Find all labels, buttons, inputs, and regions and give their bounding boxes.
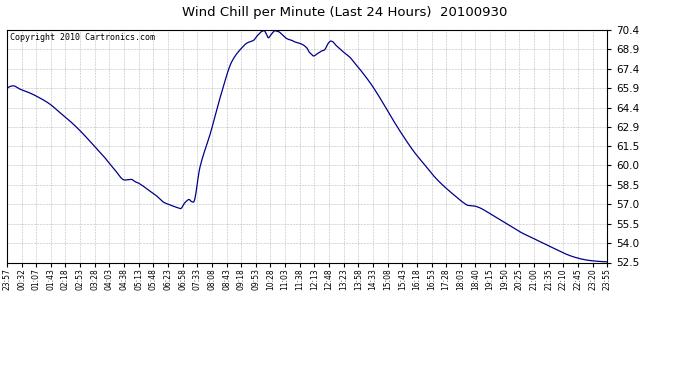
Text: Copyright 2010 Cartronics.com: Copyright 2010 Cartronics.com	[10, 33, 155, 42]
Text: Wind Chill per Minute (Last 24 Hours)  20100930: Wind Chill per Minute (Last 24 Hours) 20…	[182, 6, 508, 19]
